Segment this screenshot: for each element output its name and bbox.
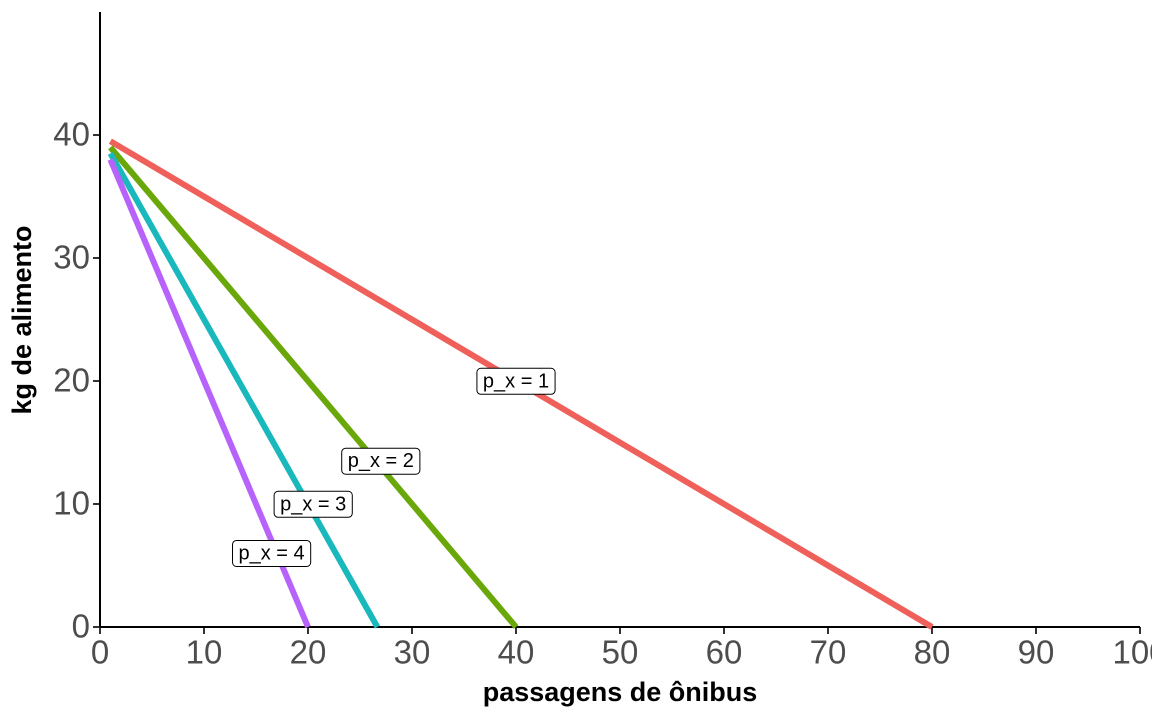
x-tick-label: 20 [290, 634, 327, 671]
x-tick-label: 40 [498, 634, 535, 671]
x-tick-label: 90 [1018, 634, 1055, 671]
x-axis-title: passagens de ônibus [483, 677, 758, 707]
x-tick-label: 10 [186, 634, 223, 671]
x-tick-label: 80 [914, 634, 951, 671]
y-axis-title: kg de alimento [7, 225, 37, 414]
line [107, 151, 380, 629]
annotation-text: p_x = 2 [348, 450, 414, 472]
annotation-box [273, 490, 353, 518]
y-tick-label: 30 [53, 239, 90, 276]
y-tick-label: 10 [53, 485, 90, 522]
annotation: p_x = 1 [476, 367, 556, 395]
annotation: p_x = 4 [232, 539, 312, 567]
annotation: p_x = 3 [273, 490, 353, 518]
line [108, 145, 519, 629]
x-tick-label: 0 [91, 634, 109, 671]
y-tick-label: 40 [53, 116, 90, 153]
x-tick-label: 50 [602, 634, 639, 671]
y-tick-label: 20 [53, 362, 90, 399]
annotation-box [341, 447, 421, 475]
x-tick-label: 30 [394, 634, 431, 671]
annotation-box [232, 539, 312, 567]
x-tick-label: 100 [1112, 634, 1152, 671]
annotation-box [476, 367, 556, 395]
annotation: p_x = 2 [341, 447, 421, 475]
x-tick-label: 70 [810, 634, 847, 671]
annotation-text: p_x = 3 [280, 493, 346, 515]
annotation-text: p_x = 1 [483, 370, 549, 392]
y-tick-label: 0 [72, 608, 90, 645]
x-tick-label: 60 [706, 634, 743, 671]
annotation-text: p_x = 4 [239, 542, 305, 564]
